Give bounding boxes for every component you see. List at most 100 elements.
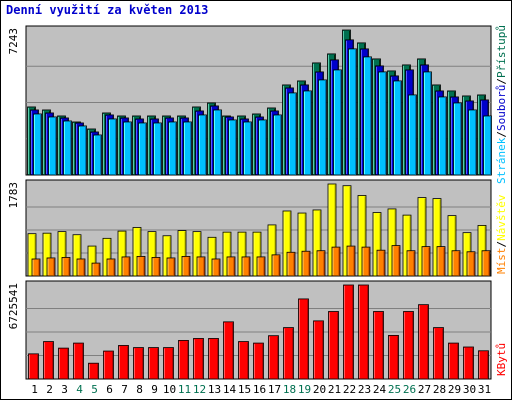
- bar-pages-day-26: [408, 94, 417, 176]
- bar-kbytes-day-8: [133, 347, 144, 380]
- bar-pages-day-23: [363, 56, 372, 176]
- bar-sites-day-16: [256, 256, 266, 277]
- x-tick-day-30: 30: [463, 383, 476, 396]
- bar-pages-day-6: [108, 118, 117, 176]
- bar-pages-day-12: [198, 114, 207, 176]
- x-tick-day-26: 26: [403, 383, 416, 396]
- bar-pages-day-7: [123, 121, 132, 176]
- legend-files: Souborů: [495, 85, 508, 131]
- bar-sites-day-17: [271, 254, 281, 277]
- bar-pages-day-4: [78, 125, 87, 176]
- bar-kbytes-day-29: [448, 342, 459, 380]
- bar-kbytes-day-17: [268, 335, 279, 380]
- x-tick-day-19: 19: [298, 383, 311, 396]
- x-tick-day-21: 21: [328, 383, 341, 396]
- legend-panel-3: KBytů: [495, 343, 508, 376]
- bar-kbytes-day-15: [238, 341, 249, 380]
- bar-kbytes-day-23: [358, 284, 369, 380]
- x-tick-day-28: 28: [433, 383, 446, 396]
- x-tick-day-7: 7: [121, 383, 128, 396]
- bar-pages-day-30: [468, 109, 477, 176]
- bar-kbytes-day-10: [163, 347, 174, 380]
- bar-sites-day-14: [226, 256, 236, 277]
- bar-sites-day-7: [121, 256, 131, 277]
- bar-pages-day-31: [483, 115, 492, 176]
- bar-pages-day-24: [378, 71, 387, 176]
- x-tick-day-17: 17: [268, 383, 281, 396]
- x-tick-day-1: 1: [31, 383, 38, 396]
- bar-sites-day-29: [451, 250, 461, 277]
- x-tick-day-13: 13: [208, 383, 221, 396]
- bar-sites-day-25: [391, 245, 401, 277]
- bar-pages-day-10: [168, 121, 177, 176]
- bar-sites-day-6: [106, 258, 116, 277]
- bar-kbytes-day-31: [478, 350, 489, 380]
- bar-sites-day-27: [421, 246, 431, 277]
- bar-sites-day-12: [196, 256, 206, 277]
- bar-sites-day-5: [91, 262, 101, 277]
- bar-sites-day-10: [166, 257, 176, 277]
- bar-sites-day-22: [346, 245, 356, 277]
- y-max-label-panel-1: 7243: [7, 28, 20, 55]
- bar-sites-day-26: [406, 250, 416, 277]
- x-tick-day-14: 14: [223, 383, 237, 396]
- legend-hits: Přístupů: [495, 25, 508, 78]
- legend-sep-3: /: [495, 241, 508, 248]
- bar-pages-day-17: [273, 114, 282, 176]
- bar-sites-day-30: [466, 251, 476, 277]
- x-tick-day-29: 29: [448, 383, 461, 396]
- x-tick-day-15: 15: [238, 383, 251, 396]
- legend-panel-2: Míst/Návštěv: [495, 194, 508, 274]
- bar-sites-day-11: [181, 255, 191, 277]
- bar-kbytes-day-27: [418, 304, 429, 380]
- bar-pages-day-25: [393, 80, 402, 176]
- legend-kbytes: KBytů: [495, 343, 508, 376]
- bar-pages-day-5: [93, 134, 102, 176]
- x-tick-day-20: 20: [313, 383, 326, 396]
- bar-pages-day-28: [438, 96, 447, 176]
- bar-kbytes-day-2: [43, 341, 54, 380]
- bar-kbytes-day-24: [373, 311, 384, 380]
- y-max-label-panel-3: 6725541: [7, 283, 20, 329]
- bar-sites-day-24: [376, 249, 386, 277]
- bar-sites-day-13: [211, 258, 221, 277]
- bar-pages-day-19: [303, 90, 312, 176]
- x-tick-day-12: 12: [193, 383, 206, 396]
- legend-sep-2: /: [495, 78, 508, 85]
- x-tick-day-16: 16: [253, 383, 266, 396]
- bar-kbytes-day-1: [28, 353, 39, 380]
- bar-sites-day-18: [286, 251, 296, 277]
- bar-sites-day-4: [76, 258, 86, 277]
- x-tick-day-5: 5: [91, 383, 98, 396]
- bar-pages-day-21: [333, 69, 342, 176]
- bar-kbytes-day-12: [193, 338, 204, 380]
- x-tick-day-6: 6: [106, 383, 113, 396]
- bar-pages-day-29: [453, 102, 462, 176]
- bar-pages-day-11: [183, 121, 192, 176]
- bar-kbytes-day-6: [103, 350, 114, 380]
- x-tick-day-23: 23: [358, 383, 371, 396]
- bar-kbytes-day-13: [208, 338, 219, 380]
- bar-sites-day-1: [31, 258, 41, 277]
- bar-sites-day-21: [331, 246, 341, 277]
- bar-pages-day-9: [153, 122, 162, 176]
- x-tick-day-27: 27: [418, 383, 431, 396]
- bar-sites-day-2: [46, 257, 56, 277]
- bar-sites-day-3: [61, 257, 71, 277]
- bar-pages-day-8: [138, 122, 147, 176]
- bar-kbytes-day-16: [253, 342, 264, 380]
- x-tick-day-3: 3: [61, 383, 68, 396]
- bar-sites-day-31: [481, 250, 491, 277]
- bar-kbytes-day-3: [58, 347, 69, 380]
- bar-pages-day-16: [258, 119, 267, 176]
- bar-kbytes-day-30: [463, 346, 474, 380]
- bar-pages-day-14: [228, 119, 237, 176]
- bar-pages-day-3: [63, 120, 72, 176]
- legend-visits: Návštěv: [495, 194, 508, 241]
- x-tick-day-9: 9: [151, 383, 158, 396]
- bar-pages-day-22: [348, 48, 357, 176]
- legend-sep-1: /: [495, 131, 508, 138]
- bar-kbytes-day-19: [298, 298, 309, 380]
- x-tick-day-11: 11: [178, 383, 191, 396]
